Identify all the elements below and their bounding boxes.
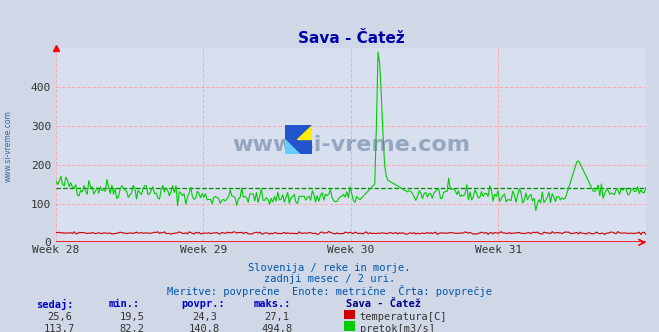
Text: Sava - Čatež: Sava - Čatež bbox=[346, 299, 421, 309]
Text: sedaj:: sedaj: bbox=[36, 299, 74, 310]
Text: 27,1: 27,1 bbox=[264, 312, 289, 322]
Text: Slovenija / reke in morje.: Slovenija / reke in morje. bbox=[248, 263, 411, 273]
Text: 494,8: 494,8 bbox=[261, 324, 293, 332]
Text: 113,7: 113,7 bbox=[43, 324, 75, 332]
Polygon shape bbox=[297, 124, 312, 139]
Text: min.:: min.: bbox=[109, 299, 140, 309]
Polygon shape bbox=[285, 139, 300, 154]
Text: Meritve: povprečne  Enote: metrične  Črta: povprečje: Meritve: povprečne Enote: metrične Črta:… bbox=[167, 285, 492, 297]
Text: 19,5: 19,5 bbox=[119, 312, 144, 322]
Text: 24,3: 24,3 bbox=[192, 312, 217, 322]
Text: temperatura[C]: temperatura[C] bbox=[360, 312, 447, 322]
Text: pretok[m3/s]: pretok[m3/s] bbox=[360, 324, 435, 332]
Text: www.si-vreme.com: www.si-vreme.com bbox=[232, 135, 470, 155]
Title: Sava - Čatež: Sava - Čatež bbox=[298, 31, 404, 45]
Text: 140,8: 140,8 bbox=[188, 324, 220, 332]
Text: www.si-vreme.com: www.si-vreme.com bbox=[3, 110, 13, 182]
Text: maks.:: maks.: bbox=[254, 299, 291, 309]
Text: 25,6: 25,6 bbox=[47, 312, 72, 322]
Text: povpr.:: povpr.: bbox=[181, 299, 225, 309]
Text: 82,2: 82,2 bbox=[119, 324, 144, 332]
Text: zadnji mesec / 2 uri.: zadnji mesec / 2 uri. bbox=[264, 274, 395, 284]
